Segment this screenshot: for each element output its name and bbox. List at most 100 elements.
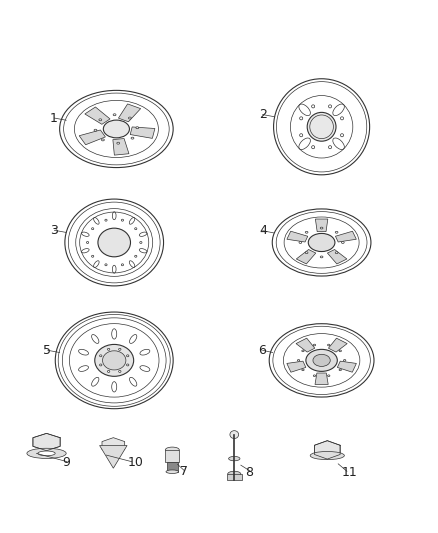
Ellipse shape <box>339 350 342 352</box>
Ellipse shape <box>121 264 124 266</box>
Text: 10: 10 <box>128 456 144 470</box>
Ellipse shape <box>117 142 120 144</box>
Polygon shape <box>227 474 242 480</box>
Polygon shape <box>337 361 357 372</box>
Text: 8: 8 <box>245 466 253 479</box>
Ellipse shape <box>134 255 137 257</box>
Ellipse shape <box>313 344 316 346</box>
Ellipse shape <box>92 255 94 257</box>
Ellipse shape <box>166 470 179 473</box>
Polygon shape <box>315 219 328 232</box>
Ellipse shape <box>107 349 110 350</box>
Ellipse shape <box>339 369 342 370</box>
Polygon shape <box>296 338 315 352</box>
Ellipse shape <box>113 114 116 116</box>
Ellipse shape <box>121 219 124 221</box>
Ellipse shape <box>228 471 241 477</box>
Polygon shape <box>79 130 106 145</box>
Ellipse shape <box>313 375 316 376</box>
Circle shape <box>340 117 343 120</box>
Ellipse shape <box>107 370 110 373</box>
Polygon shape <box>328 338 347 352</box>
Polygon shape <box>315 373 328 384</box>
Ellipse shape <box>342 241 344 244</box>
Ellipse shape <box>136 127 139 128</box>
Circle shape <box>311 146 314 149</box>
Circle shape <box>311 105 314 108</box>
Text: 7: 7 <box>180 465 188 478</box>
Polygon shape <box>99 446 127 468</box>
Ellipse shape <box>297 360 300 361</box>
Ellipse shape <box>86 241 88 244</box>
Ellipse shape <box>102 351 126 370</box>
Ellipse shape <box>313 354 330 366</box>
Ellipse shape <box>308 233 335 252</box>
Ellipse shape <box>328 375 330 376</box>
Ellipse shape <box>320 256 323 258</box>
Ellipse shape <box>92 228 94 230</box>
Ellipse shape <box>229 456 240 461</box>
Polygon shape <box>85 107 110 124</box>
Polygon shape <box>167 462 178 472</box>
Ellipse shape <box>131 137 134 139</box>
Circle shape <box>307 112 336 141</box>
Ellipse shape <box>343 360 346 361</box>
Ellipse shape <box>320 227 323 229</box>
Ellipse shape <box>134 228 137 230</box>
Ellipse shape <box>302 369 304 370</box>
Polygon shape <box>296 249 316 264</box>
Text: 2: 2 <box>259 108 267 121</box>
Polygon shape <box>287 231 308 242</box>
Polygon shape <box>33 433 60 451</box>
Ellipse shape <box>119 349 121 350</box>
Ellipse shape <box>302 350 304 352</box>
Polygon shape <box>328 249 347 264</box>
Text: 1: 1 <box>49 111 57 125</box>
Polygon shape <box>287 361 306 372</box>
Circle shape <box>328 105 332 108</box>
Polygon shape <box>165 450 179 462</box>
Ellipse shape <box>310 451 344 459</box>
Text: 9: 9 <box>63 456 71 470</box>
Ellipse shape <box>99 119 102 121</box>
Ellipse shape <box>105 264 107 266</box>
Ellipse shape <box>165 447 179 453</box>
Ellipse shape <box>335 252 338 254</box>
Ellipse shape <box>328 344 330 346</box>
Ellipse shape <box>127 364 129 366</box>
Polygon shape <box>130 127 155 139</box>
Ellipse shape <box>140 241 142 244</box>
Ellipse shape <box>305 252 308 254</box>
Ellipse shape <box>102 139 104 141</box>
Text: 5: 5 <box>43 344 51 357</box>
Circle shape <box>300 117 303 120</box>
Ellipse shape <box>119 370 121 373</box>
Text: 6: 6 <box>258 344 266 357</box>
Ellipse shape <box>230 431 239 439</box>
Ellipse shape <box>305 231 308 233</box>
Text: 11: 11 <box>342 466 358 479</box>
Ellipse shape <box>99 364 102 366</box>
Ellipse shape <box>103 120 130 138</box>
Ellipse shape <box>98 228 131 257</box>
Circle shape <box>328 146 332 149</box>
Polygon shape <box>314 441 340 459</box>
Ellipse shape <box>127 355 129 357</box>
Polygon shape <box>102 438 125 454</box>
Circle shape <box>300 134 303 137</box>
Ellipse shape <box>95 344 134 376</box>
Ellipse shape <box>335 231 338 233</box>
Ellipse shape <box>299 241 302 244</box>
Ellipse shape <box>99 355 102 357</box>
Ellipse shape <box>27 448 66 458</box>
Ellipse shape <box>94 129 97 131</box>
Ellipse shape <box>105 219 107 221</box>
Text: 4: 4 <box>259 224 267 237</box>
Polygon shape <box>336 231 357 242</box>
Ellipse shape <box>38 451 55 456</box>
Polygon shape <box>113 139 129 155</box>
Polygon shape <box>118 104 141 122</box>
Ellipse shape <box>128 117 131 119</box>
Ellipse shape <box>306 349 337 372</box>
Text: 3: 3 <box>49 224 57 237</box>
